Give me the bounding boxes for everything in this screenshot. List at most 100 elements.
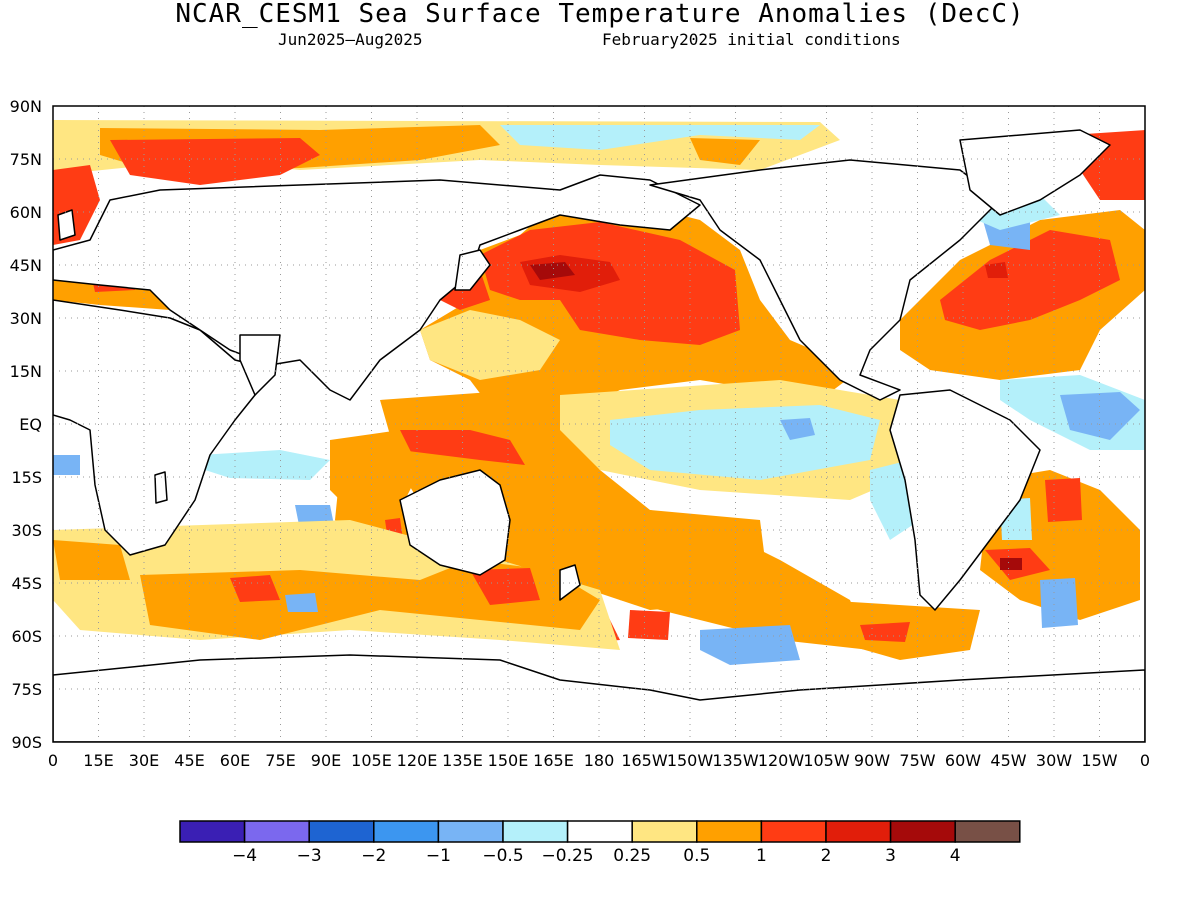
lon-label: 120E (397, 751, 438, 770)
lon-label: 30W (1036, 751, 1072, 770)
latitude-labels: 90N 75N 60N 45N 30N 15N EQ 15S 30S 45S 60S 75S 90S (10, 97, 42, 752)
arctic-warm-2 (690, 138, 760, 165)
lon-label: 90E (311, 751, 341, 770)
colorbar-swatch (696, 820, 763, 843)
lon-label: 180 (584, 751, 615, 770)
lat-label: EQ (19, 415, 42, 434)
colorbar-label: −1 (426, 846, 451, 866)
io-cool-1 (200, 450, 330, 480)
lon-label: 0 (48, 751, 58, 770)
lon-label: 120W (758, 751, 805, 770)
lat-label: 45S (11, 574, 42, 593)
lon-label: 15W (1081, 751, 1117, 770)
colorbar-swatch (889, 820, 956, 843)
spac-hot-2 (628, 610, 670, 640)
arctic-cool-1 (500, 125, 820, 150)
lon-label: 45W (990, 751, 1026, 770)
lat-label: 30S (11, 521, 42, 540)
colorbar-swatch (373, 820, 440, 843)
colorbar-label: −2 (361, 846, 386, 866)
sw-io-warm (53, 540, 130, 580)
lat-label: 15S (11, 468, 42, 487)
north-america (649, 159, 1001, 401)
colorbar-swatch (954, 820, 1021, 843)
satl-hot-2 (1045, 478, 1082, 522)
natl-max (985, 262, 1008, 278)
gulf-guinea-cool (53, 455, 80, 475)
japan (454, 249, 491, 291)
se-pac-hot (860, 622, 910, 642)
colorbar-label: −3 (297, 846, 322, 866)
initial-conditions: February2025 initial conditions (602, 30, 901, 49)
lat-label: 75N (10, 150, 42, 169)
lon-label: 135W (712, 751, 759, 770)
colorbar-label: 0.5 (683, 846, 710, 866)
lat-label: 90S (11, 733, 42, 752)
colorbar: −4 −3 −2 −1 −0.5 −0.25 0.25 0.5 1 2 3 4 (179, 820, 1021, 866)
colorbar-swatch (179, 820, 246, 843)
colorbar-label: −0.5 (482, 846, 523, 866)
lon-label: 165E (533, 751, 574, 770)
grid-lines (53, 106, 1145, 742)
greenland (959, 129, 1111, 216)
colorbar-swatch (631, 820, 698, 843)
colorbar-label: −0.25 (542, 846, 594, 866)
lon-label: 30E (129, 751, 159, 770)
lat-label: 60S (11, 627, 42, 646)
south-ocean-hot-2 (470, 568, 540, 605)
colorbar-label: 1 (756, 846, 767, 866)
south-ocean-cool (285, 593, 318, 612)
uk (57, 209, 76, 241)
lat-label: 60N (10, 203, 42, 222)
lon-label: 75W (899, 751, 935, 770)
australia (399, 469, 511, 576)
lon-label: 150W (667, 751, 714, 770)
npac-hot (480, 222, 740, 345)
chart-title: NCAR_CESM1 Sea Surface Temperature Anoma… (175, 0, 1025, 29)
npac-light-band (420, 310, 560, 380)
lon-label: 90W (854, 751, 890, 770)
madagascar (154, 471, 168, 504)
barents-hot (110, 138, 320, 185)
lat-label: 30N (10, 309, 42, 328)
colorbar-swatch (760, 820, 827, 843)
colorbar-label: 3 (885, 846, 896, 866)
eq-atl-cooler (1060, 392, 1140, 440)
colorbar-swatch (502, 820, 569, 843)
colorbar-swatch (566, 820, 633, 843)
south-america (889, 389, 1041, 611)
lat-label: 45N (10, 256, 42, 275)
lon-label: 45E (174, 751, 204, 770)
colorbar-label: 2 (821, 846, 832, 866)
satl-cool (1040, 578, 1078, 628)
satl-max (1000, 558, 1022, 570)
npac-max (530, 262, 575, 280)
natl-hot (940, 230, 1120, 330)
indonesia-hot (400, 430, 525, 465)
eq-pac-cooler (780, 418, 815, 440)
south-ocean-hot (230, 575, 280, 602)
colorbar-swatch (825, 820, 892, 843)
colorbar-swatch (243, 820, 310, 843)
lon-label: 105W (803, 751, 850, 770)
lon-label: 165W (621, 751, 668, 770)
colorbar-label: 0.25 (613, 846, 651, 866)
africa (53, 299, 276, 556)
lon-label: 15E (83, 751, 113, 770)
lon-label: 150E (488, 751, 529, 770)
indian-peninsula (239, 334, 281, 396)
colorbar-label: 4 (950, 846, 961, 866)
colorbar-label: −4 (232, 846, 257, 866)
lon-label: 0 (1140, 751, 1150, 770)
lon-label: 105E (351, 751, 392, 770)
colorbar-swatch (437, 820, 504, 843)
lon-label: 60E (220, 751, 250, 770)
lon-label: 135E (442, 751, 483, 770)
lat-label: 75S (11, 680, 42, 699)
lon-label: 60W (945, 751, 981, 770)
lat-label: 90N (10, 97, 42, 116)
map-frame (52, 105, 1146, 743)
longitude-labels: 0 15E 30E 45E 60E 75E 90E 105E 120E 135E 150E 165E 1… (48, 751, 1150, 770)
lon-label: 75E (265, 751, 295, 770)
